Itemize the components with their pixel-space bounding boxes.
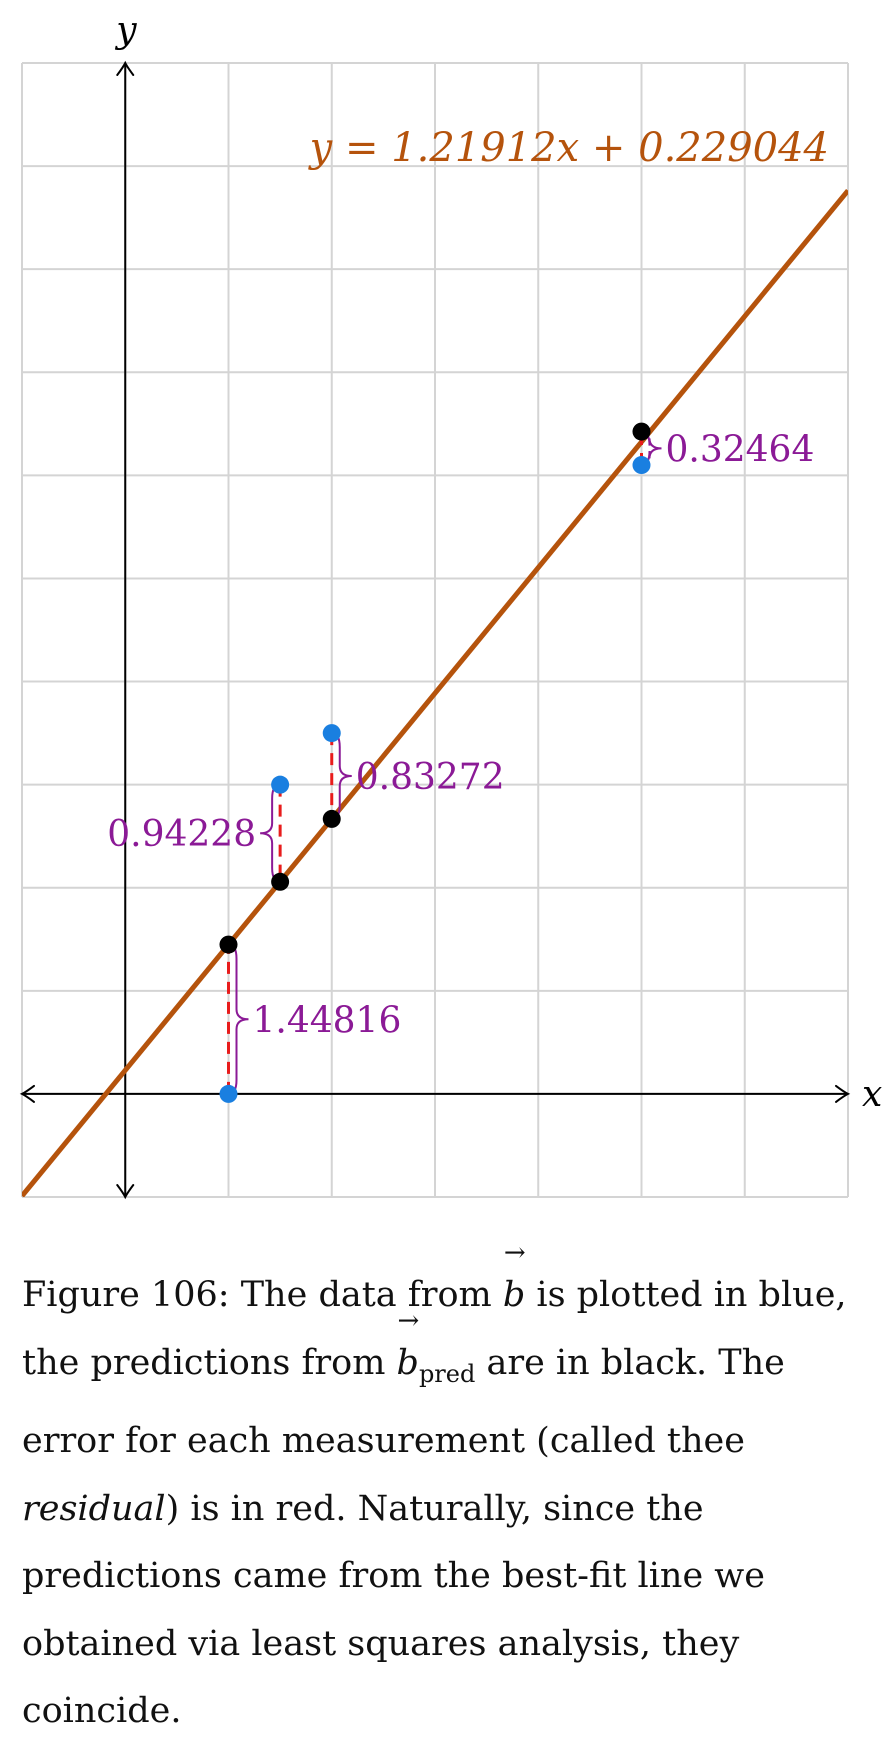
residual-brace [228, 943, 249, 1095]
vector-b-pred: bpred [396, 1308, 476, 1409]
vector-b-pred-base: b [396, 1342, 419, 1383]
fit-line-group [22, 188, 848, 1197]
caption-part3: are in black. The error for each measure… [22, 1342, 785, 1462]
scatter-plot: 1.44816 0.94228 0.83272 0.32464 y = 1.21912x… [19, 10, 882, 1200]
figure-caption: Figure 106: The data from b is plotted i… [22, 1240, 872, 1746]
fit-line-equation: y = 1.21912x + 0.229044 [308, 125, 829, 171]
y-axis-arrow-up [116, 60, 135, 76]
residual-label: 0.83272 [356, 757, 505, 798]
y-axis-arrow-down [116, 1184, 135, 1200]
y-axis-label: y [114, 10, 137, 51]
data-point [322, 724, 341, 743]
grid [21, 62, 849, 1198]
points-group [219, 422, 651, 1103]
data-point [632, 456, 651, 475]
prediction-point [322, 809, 341, 828]
caption-part4: ) is in red. Naturally, since the predic… [22, 1488, 765, 1732]
axes [19, 60, 851, 1200]
caption-emphasis: residual [22, 1488, 166, 1529]
caption-part2: is plotted in blue, the predictions from [22, 1275, 847, 1383]
residual-label: 1.44816 [253, 1000, 402, 1041]
data-point [219, 1084, 238, 1103]
caption-part1: Figure 106: The data from [22, 1275, 503, 1315]
residual-brace [331, 732, 352, 820]
residual-label: 0.94228 [107, 814, 256, 855]
x-axis-arrow-right [835, 1084, 851, 1103]
data-point [271, 775, 290, 794]
x-axis-label: x [862, 1074, 882, 1115]
vector-b: b [503, 1240, 526, 1330]
braces-group [228, 430, 662, 1095]
prediction-point [219, 935, 238, 954]
residual-brace [641, 430, 662, 467]
labels-group: 1.44816 0.94228 0.83272 0.32464 y = 1.21912x… [107, 10, 882, 1115]
residual-label: 0.32464 [666, 429, 815, 470]
prediction-point [632, 422, 651, 441]
residual-brace [260, 783, 281, 883]
prediction-point [271, 872, 290, 891]
x-axis-arrow-left [19, 1084, 35, 1103]
best-fit-line [22, 188, 848, 1197]
vector-b-pred-subscript: pred [418, 1359, 476, 1388]
